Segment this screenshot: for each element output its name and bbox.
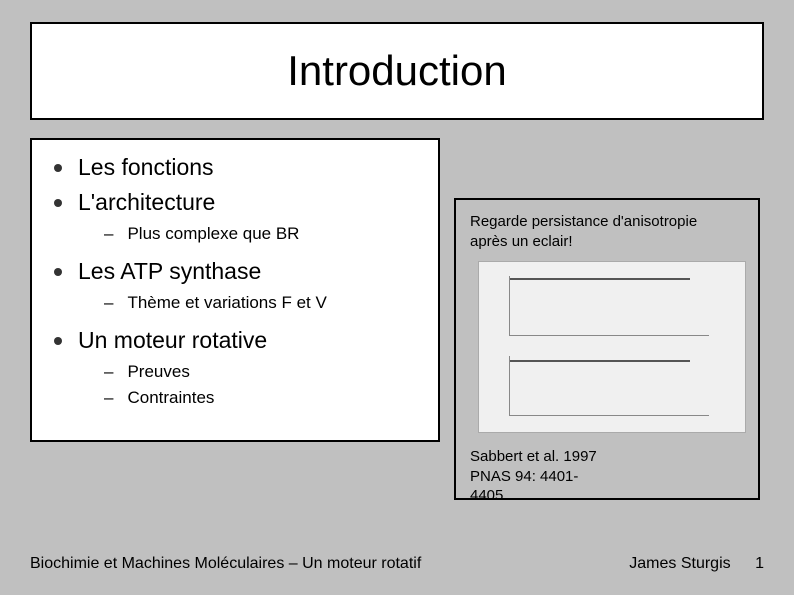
footer-page-number: 1 [755, 555, 764, 572]
dash-icon: – [104, 293, 113, 313]
dash-icon: – [104, 224, 113, 244]
outline-label: Un moteur rotative [78, 327, 267, 354]
outline-sublabel: Thème et variations F et V [127, 293, 326, 313]
bullet-icon [54, 199, 62, 207]
citation-line: PNAS 94: 4401- [470, 468, 578, 485]
slide-title-box: Introduction [30, 22, 764, 120]
caption-line: Regarde persistance d'anisotropie [470, 213, 697, 230]
outline-item: Les ATP synthase [54, 258, 424, 285]
outline-item: Les fonctions [54, 154, 424, 181]
slide-footer: Biochimie et Machines Moléculaires – Un … [30, 555, 764, 573]
outline-item: L'architecture [54, 189, 424, 216]
slide-title: Introduction [287, 47, 506, 95]
outline-sublabel: Preuves [127, 362, 189, 382]
dash-icon: – [104, 362, 113, 382]
figure-box: Regarde persistance d'anisotropie après … [454, 198, 760, 500]
outline-sublabel: Contraintes [127, 388, 214, 408]
figure-citation: Sabbert et al. 1997 PNAS 94: 4401- 4405 [470, 447, 744, 506]
outline-label: L'architecture [78, 189, 215, 216]
bullet-icon [54, 337, 62, 345]
outline-subitem: – Preuves [104, 362, 424, 382]
citation-line: Sabbert et al. 1997 [470, 448, 597, 465]
citation-line: 4405 [470, 487, 503, 504]
footer-author: James Sturgis [629, 555, 730, 572]
figure-caption: Regarde persistance d'anisotropie après … [470, 212, 744, 251]
outline-item: Un moteur rotative [54, 327, 424, 354]
anisotropy-chart [478, 261, 746, 433]
outline-subitem: – Contraintes [104, 388, 424, 408]
outline-label: Les ATP synthase [78, 258, 261, 285]
chart-trace [509, 276, 709, 336]
outline-subitem: – Thème et variations F et V [104, 293, 424, 313]
outline-sublabel: Plus complexe que BR [127, 224, 299, 244]
outline-box: Les fonctions L'architecture – Plus comp… [30, 138, 440, 442]
chart-trace [509, 356, 709, 416]
footer-left: Biochimie et Machines Moléculaires – Un … [30, 555, 421, 573]
dash-icon: – [104, 388, 113, 408]
bullet-icon [54, 164, 62, 172]
main-area: Les fonctions L'architecture – Plus comp… [30, 138, 764, 442]
caption-line: après un eclair! [470, 233, 573, 250]
outline-label: Les fonctions [78, 154, 214, 181]
outline-subitem: – Plus complexe que BR [104, 224, 424, 244]
bullet-icon [54, 268, 62, 276]
